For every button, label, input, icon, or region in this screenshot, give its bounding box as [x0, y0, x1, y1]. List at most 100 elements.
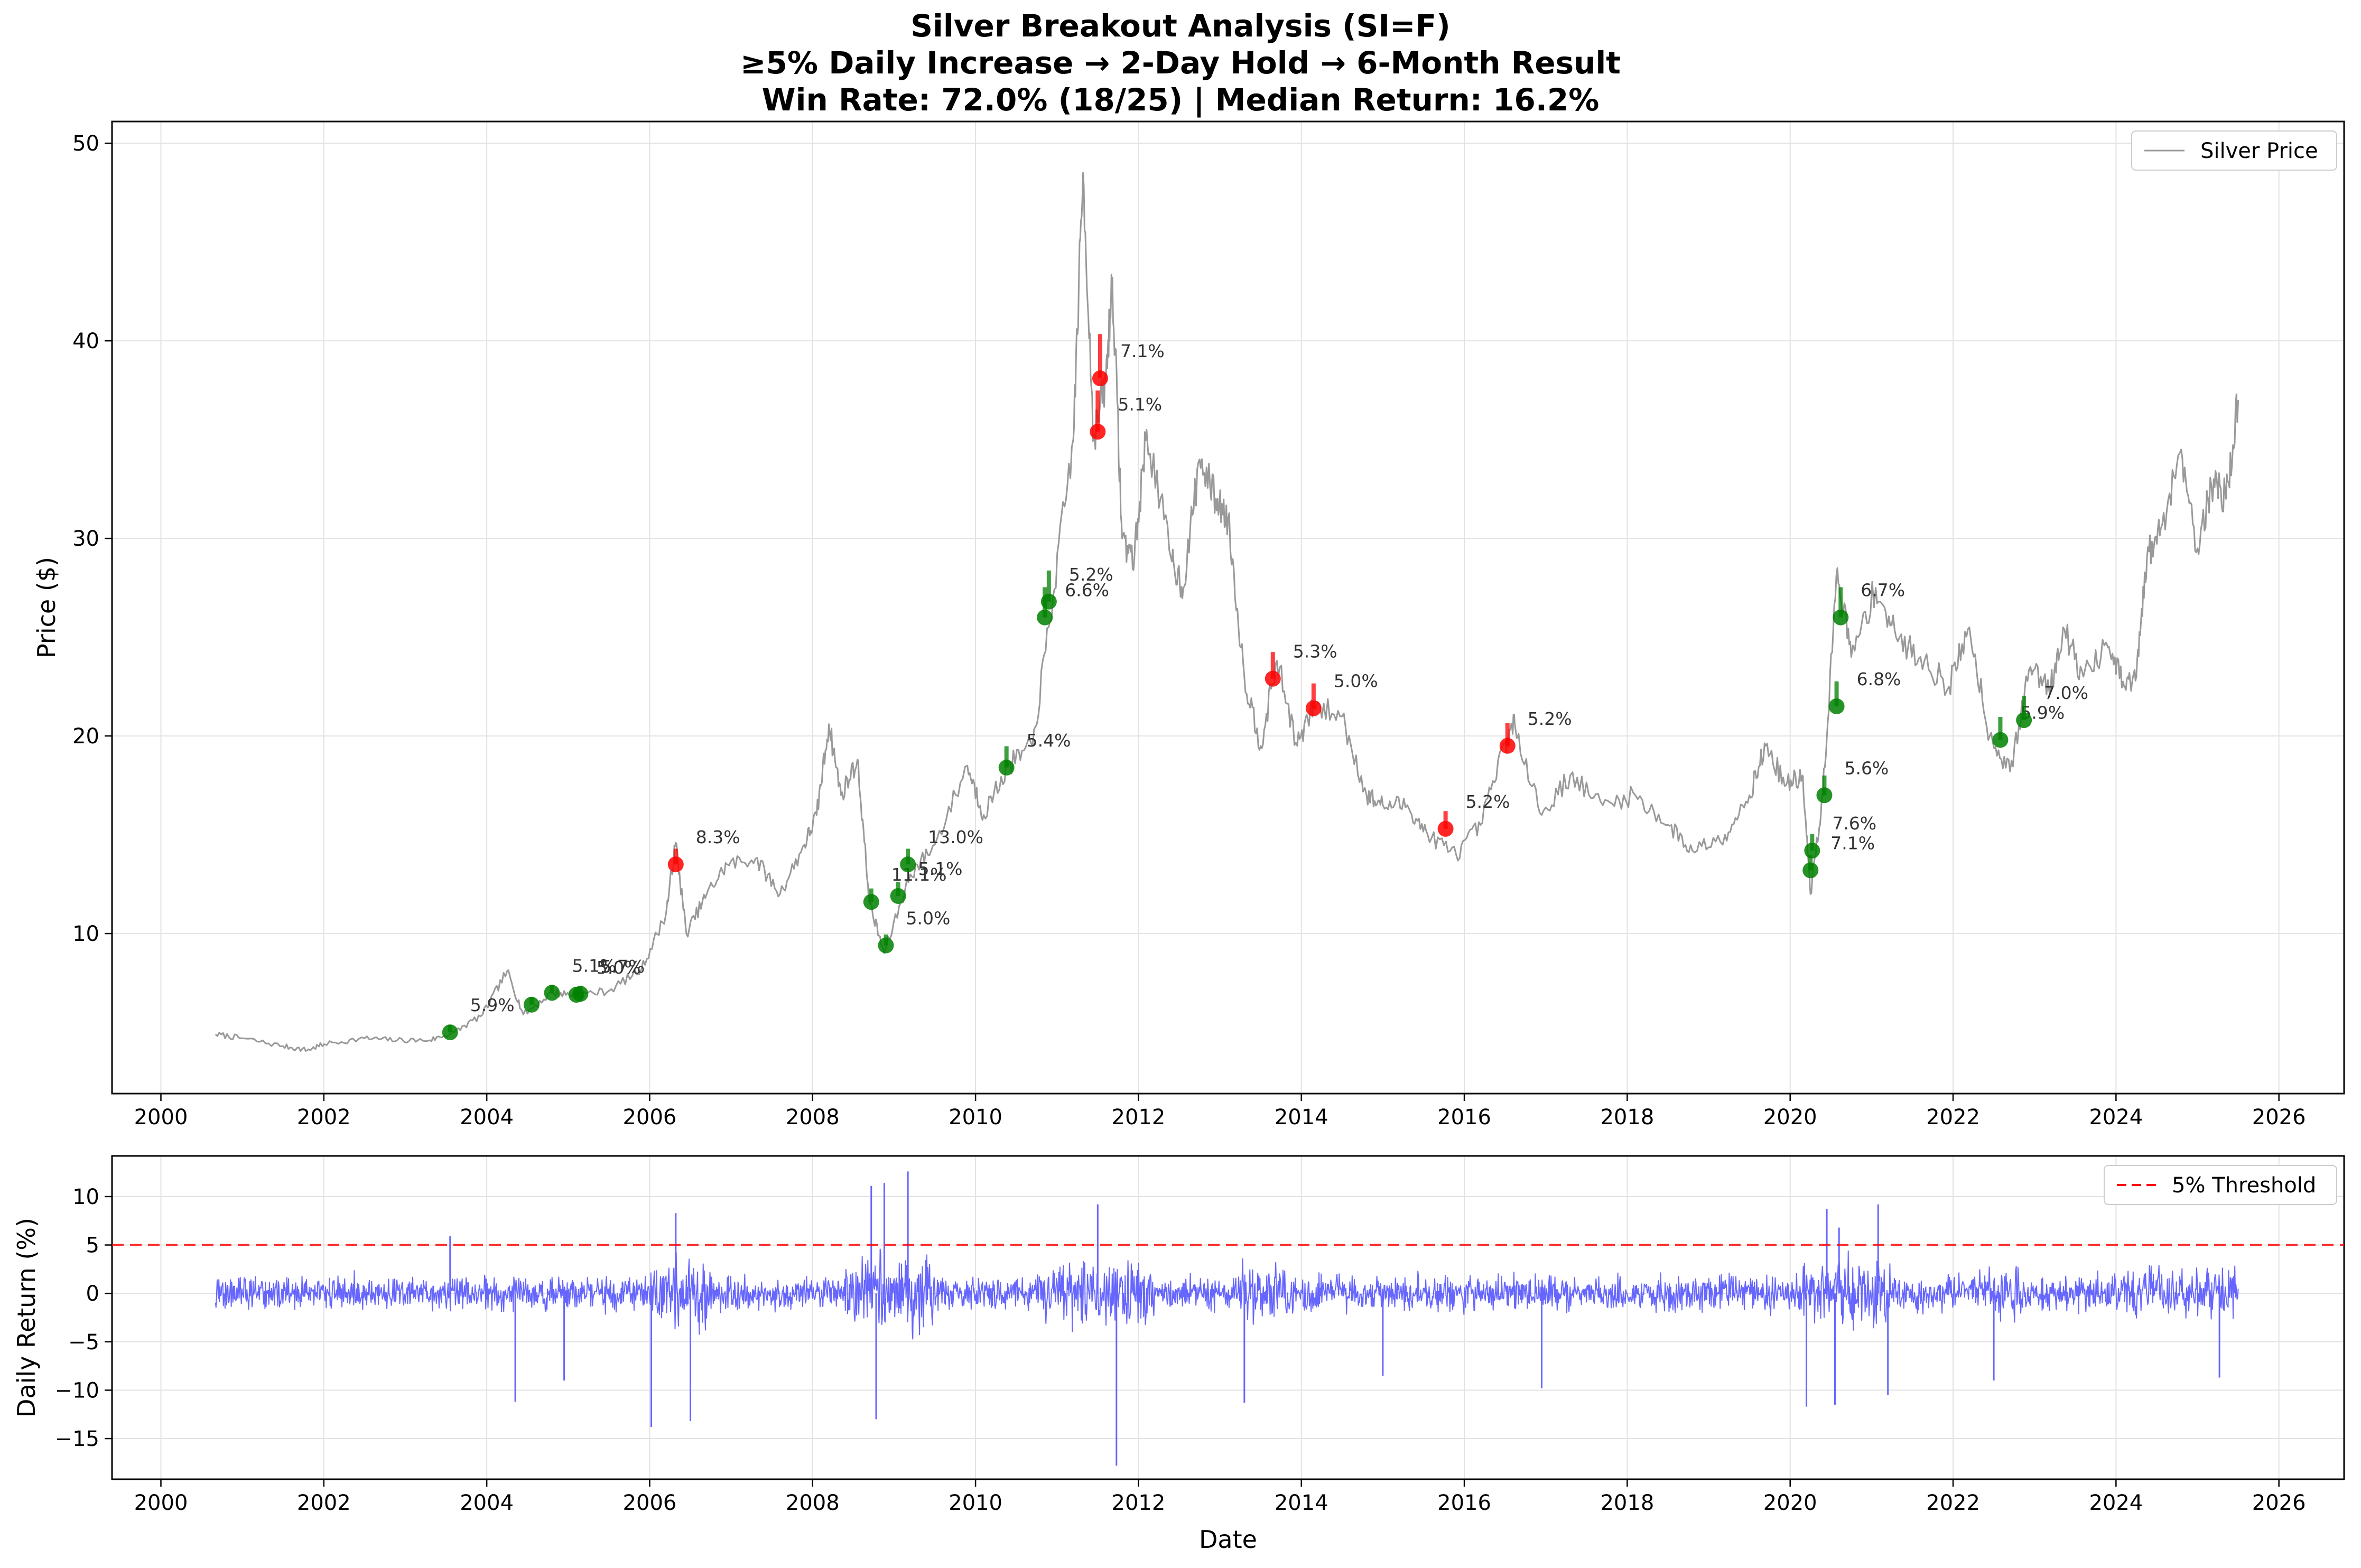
- x-tick-label: 2002: [297, 1491, 351, 1515]
- win-marker: [1833, 609, 1849, 626]
- y-tick-label: 20: [72, 724, 99, 749]
- win-marker: [878, 937, 894, 954]
- x-tick-label: 2018: [1600, 1105, 1654, 1130]
- win-marker: [2016, 712, 2032, 729]
- win-marker: [863, 894, 879, 910]
- y-tick-label: 10: [72, 1185, 99, 1209]
- x-tick-label: 2010: [949, 1105, 1002, 1130]
- y-tick-label: 40: [72, 329, 99, 353]
- returns-legend: 5% Threshold: [2104, 1165, 2337, 1205]
- loss-marker: [1090, 424, 1106, 440]
- win-marker: [1040, 593, 1057, 610]
- x-tick-label: 2022: [1926, 1491, 1980, 1515]
- loss-marker: [1305, 700, 1322, 716]
- price-legend: Silver Price: [2131, 130, 2337, 171]
- event-label: 8.3%: [696, 827, 740, 847]
- win-marker: [998, 759, 1015, 776]
- y-tick-label: −5: [68, 1330, 99, 1355]
- event-label: 5.2%: [1466, 791, 1510, 812]
- event-label: 5.0%: [906, 908, 951, 929]
- event-label: 5.4%: [1027, 730, 1071, 751]
- legend-box: [2131, 130, 2337, 171]
- x-tick-label: 2026: [2252, 1105, 2306, 1130]
- event-label: 5.9%: [470, 995, 515, 1015]
- x-tick-label: 2018: [1600, 1491, 1654, 1515]
- win-marker: [1992, 732, 2009, 748]
- event-label: 7.1%: [1830, 833, 1875, 853]
- y-tick-label: −15: [55, 1427, 99, 1451]
- event-label: 7.0%: [2044, 683, 2088, 703]
- y-axis-label: Price ($): [32, 557, 61, 658]
- event-label: 5.6%: [1844, 758, 1889, 778]
- event-label: 7.6%: [1832, 813, 1876, 834]
- event-label: 5.2%: [1069, 564, 1113, 585]
- price-line: [215, 172, 2239, 1052]
- x-tick-label: 2014: [1275, 1491, 1328, 1515]
- event-label: 5.2%: [1528, 708, 1572, 729]
- plot-frame: [111, 120, 2345, 1095]
- event-label: 5.1%: [572, 955, 616, 976]
- event-label: 6.6%: [1065, 580, 1109, 601]
- x-tick-label: 2022: [1926, 1105, 1980, 1130]
- x-tick-label: 2008: [786, 1491, 840, 1515]
- legend-entry: Silver Price: [2200, 139, 2318, 163]
- x-tick-label: 2006: [623, 1105, 677, 1130]
- y-tick-label: 10: [72, 922, 99, 946]
- y-tick-label: 30: [72, 527, 99, 551]
- x-tick-label: 2000: [134, 1105, 188, 1130]
- x-tick-label: 2012: [1112, 1105, 1166, 1130]
- x-tick-label: 2024: [2089, 1491, 2143, 1515]
- x-tick-label: 2000: [134, 1491, 188, 1515]
- win-marker: [442, 1024, 458, 1041]
- event-label: 5.7%: [600, 956, 645, 977]
- x-tick-label: 2026: [2252, 1491, 2306, 1515]
- legend-box: [2104, 1165, 2337, 1205]
- event-label: 6.8%: [1857, 669, 1901, 689]
- x-tick-label: 2016: [1437, 1105, 1491, 1130]
- win-marker: [900, 856, 916, 873]
- event-label: 5.0%: [1334, 671, 1378, 692]
- x-tick-label: 2016: [1437, 1491, 1491, 1515]
- x-tick-label: 2002: [297, 1105, 351, 1130]
- event-label: 7.1%: [1120, 341, 1165, 361]
- win-marker: [1828, 698, 1845, 714]
- chart-title: Silver Breakout Analysis (SI=F): [910, 8, 1451, 44]
- y-tick-label: −10: [55, 1378, 99, 1403]
- loss-marker: [1499, 738, 1516, 754]
- loss-marker: [1092, 370, 1108, 387]
- daily-return-line: [215, 1248, 2239, 1340]
- chart-subtitle: ≥5% Daily Increase → 2-Day Hold → 6-Mont…: [740, 45, 1621, 81]
- legend-entry: 5% Threshold: [2172, 1173, 2316, 1198]
- x-tick-label: 2006: [623, 1491, 677, 1515]
- event-label: 11.1%: [891, 864, 947, 885]
- x-tick-label: 2008: [786, 1105, 840, 1130]
- win-marker: [544, 985, 560, 1001]
- loss-marker: [667, 856, 684, 873]
- plot-frame: [111, 1155, 2345, 1480]
- x-tick-label: 2004: [460, 1105, 514, 1130]
- event-label: 6.7%: [1861, 580, 1905, 601]
- x-tick-label: 2012: [1112, 1491, 1166, 1515]
- event-label: 5.1%: [1118, 394, 1162, 415]
- loss-marker: [1265, 670, 1281, 687]
- chart-summary: Win Rate: 72.0% (18/25) | Median Return:…: [761, 82, 1600, 118]
- returns-panel: 2000 2002 2004 2006 2008 2010 2012 2014 2016 2018…: [12, 1155, 2345, 1554]
- x-tick-label: 2004: [460, 1491, 514, 1515]
- x-tick-label: 2010: [949, 1491, 1002, 1515]
- x-tick-label: 2014: [1275, 1105, 1328, 1130]
- event-label: 5.1%: [918, 858, 963, 879]
- win-marker: [890, 888, 906, 904]
- y-tick-label: 5: [86, 1234, 99, 1258]
- x-tick-label: 2020: [1763, 1105, 1817, 1130]
- win-marker: [1802, 862, 1819, 879]
- y-tick-label: 50: [72, 132, 99, 156]
- win-marker: [1804, 843, 1820, 858]
- win-marker: [572, 986, 589, 1002]
- y-axis-label: Daily Return (%): [12, 1218, 41, 1417]
- loss-marker: [1437, 820, 1454, 837]
- win-marker: [1816, 787, 1833, 804]
- x-tick-label: 2020: [1763, 1491, 1817, 1515]
- win-marker: [523, 996, 540, 1013]
- y-tick-label: 0: [86, 1282, 99, 1306]
